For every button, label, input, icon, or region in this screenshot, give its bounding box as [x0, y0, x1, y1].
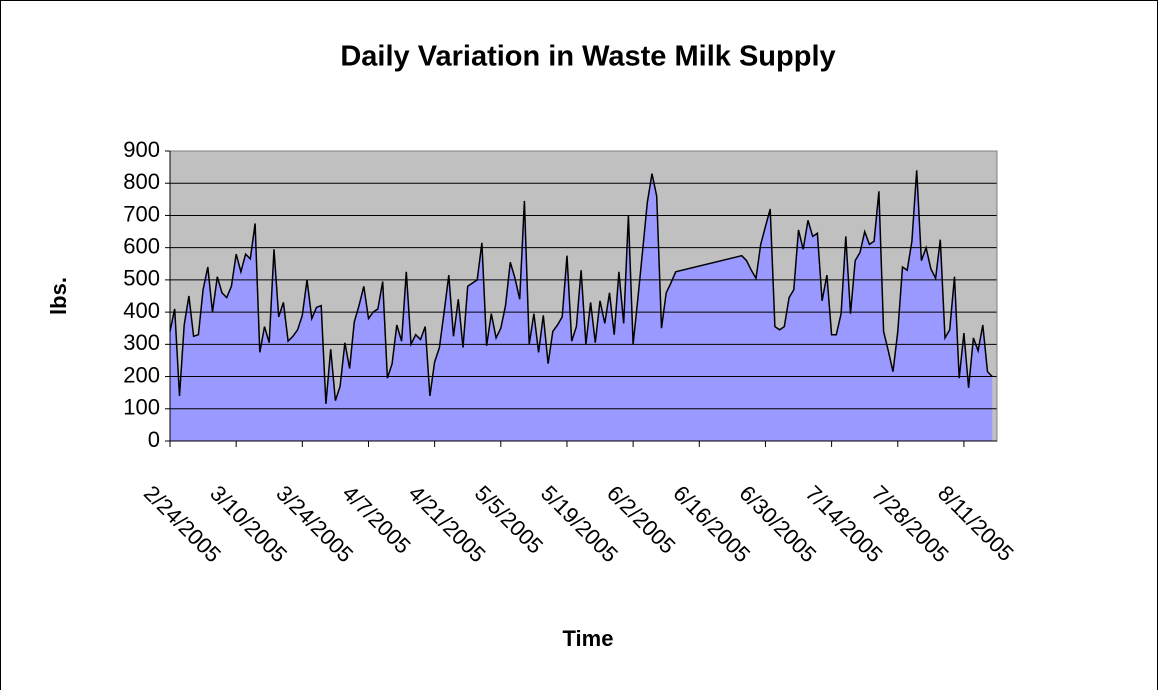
y-tick-label: 100: [123, 395, 160, 420]
y-tick-label: 200: [123, 362, 160, 387]
y-tick-label: 600: [123, 233, 160, 258]
chart-title: Daily Variation in Waste Milk Supply: [340, 41, 835, 73]
y-tick-label: 800: [123, 169, 160, 194]
y-tick-label: 400: [123, 298, 160, 323]
x-axis-label: Time: [563, 626, 614, 651]
y-tick-label: 900: [123, 137, 160, 162]
y-tick-label: 500: [123, 266, 160, 291]
area-line: [169, 170, 993, 404]
area: [170, 170, 993, 442]
y-tick-label: 0: [148, 427, 160, 452]
y-tick-label: 700: [123, 201, 160, 226]
y-tick-label: 300: [123, 330, 160, 355]
y-axis-label: lbs.: [46, 277, 71, 315]
